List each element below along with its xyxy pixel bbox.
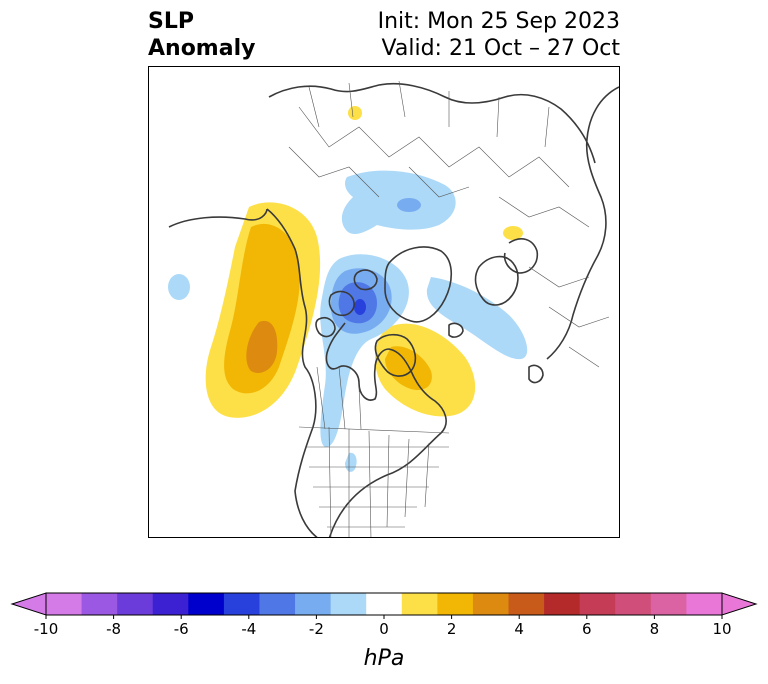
- colorbar-swatch: [650, 593, 687, 615]
- colorbar-swatch: [366, 593, 403, 615]
- colorbar-swatch: [152, 593, 189, 615]
- colorbar-tick-label: 10: [712, 620, 731, 638]
- map-panel: [148, 66, 620, 538]
- anomaly-small-positive-north: [348, 106, 362, 120]
- colorbar-unit: hPa: [363, 646, 405, 671]
- colorbar-swatch: [472, 593, 510, 615]
- borders-eurasia: [288, 80, 610, 368]
- coastline-alaska: [168, 208, 268, 228]
- colorbar-tick-label: -10: [34, 620, 59, 638]
- colorbar-swatch: [295, 593, 332, 615]
- colorbar-tick-label: 4: [514, 620, 524, 638]
- anomaly-ne-pacific-high-inner: [224, 223, 300, 394]
- anomaly-ne-pacific-high-core: [246, 320, 278, 373]
- colorbar-swatch: [330, 593, 367, 615]
- colorbar-swatch: [117, 593, 154, 615]
- colorbar-tick-label: -2: [309, 620, 324, 638]
- colorbar-tick-label: 8: [650, 620, 660, 638]
- political-borders: [288, 80, 610, 537]
- coastline-hudson-bay: [374, 333, 417, 377]
- colorbar: -10 -8 -6 -4 -2 0 2 4 6 8 10: [0, 586, 768, 684]
- coastline-iceland-uk: [448, 322, 544, 384]
- colorbar-scale: -10 -8 -6 -4 -2 0 2 4 6 8 10: [10, 592, 758, 638]
- coastline-greenland: [384, 246, 453, 323]
- anomaly-arctic-canada-low-core: [354, 299, 366, 315]
- colorbar-extend-low: [10, 592, 47, 616]
- anomaly-alaska-low: [168, 274, 190, 300]
- colorbar-tick-label: -8: [106, 620, 121, 638]
- anomaly-small-positive-east: [503, 226, 523, 240]
- coastline-eurasia: [268, 82, 619, 360]
- title-line-1: SLP: [148, 9, 194, 34]
- colorbar-tick-label: -6: [174, 620, 189, 638]
- anomaly-hudson-bay-high-inner: [385, 346, 432, 391]
- colorbar-swatch: [259, 593, 296, 615]
- forecast-dates: Init: Mon 25 Sep 2023 Valid: 21 Oct – 27…: [378, 8, 620, 62]
- colorbar-tick-label: 0: [379, 620, 389, 638]
- init-date: Init: Mon 25 Sep 2023: [377, 9, 620, 34]
- colorbar-extend-high: [721, 592, 758, 616]
- anomaly-north-atlantic-low: [426, 277, 528, 360]
- colorbar-swatch: [615, 593, 652, 615]
- colorbar-swatch: [686, 593, 723, 615]
- colorbar-tick-label: 2: [447, 620, 457, 638]
- anomaly-fills: [168, 106, 528, 472]
- coastlines: [168, 82, 619, 537]
- colorbar-tick-label: -4: [241, 620, 256, 638]
- slp-anomaly-map: [168, 80, 619, 537]
- coastline-arctic-islands: [315, 269, 378, 338]
- coastline-scandinavia: [474, 255, 519, 306]
- colorbar-swatch: [401, 593, 438, 615]
- borders-canada: [298, 366, 450, 434]
- colorbar-swatch: [81, 593, 118, 615]
- coastline-north-america: [266, 208, 447, 537]
- borders-us-states: [305, 426, 449, 537]
- colorbar-swatch: [188, 593, 225, 615]
- map-title: SLP Anomaly: [148, 8, 255, 62]
- anomaly-siberia-low-core: [397, 198, 421, 212]
- colorbar-swatch: [508, 593, 545, 615]
- valid-range: Valid: 21 Oct – 27 Oct: [381, 36, 620, 61]
- colorbar-swatch: [46, 593, 83, 615]
- colorbar-swatch: [437, 593, 474, 615]
- colorbar-swatch: [223, 593, 260, 615]
- title-line-2: Anomaly: [148, 36, 256, 61]
- anomaly-gulf-low: [345, 452, 357, 472]
- colorbar-swatch: [544, 593, 581, 615]
- colorbar-tick-label: 6: [582, 620, 592, 638]
- colorbar-swatch: [579, 593, 616, 615]
